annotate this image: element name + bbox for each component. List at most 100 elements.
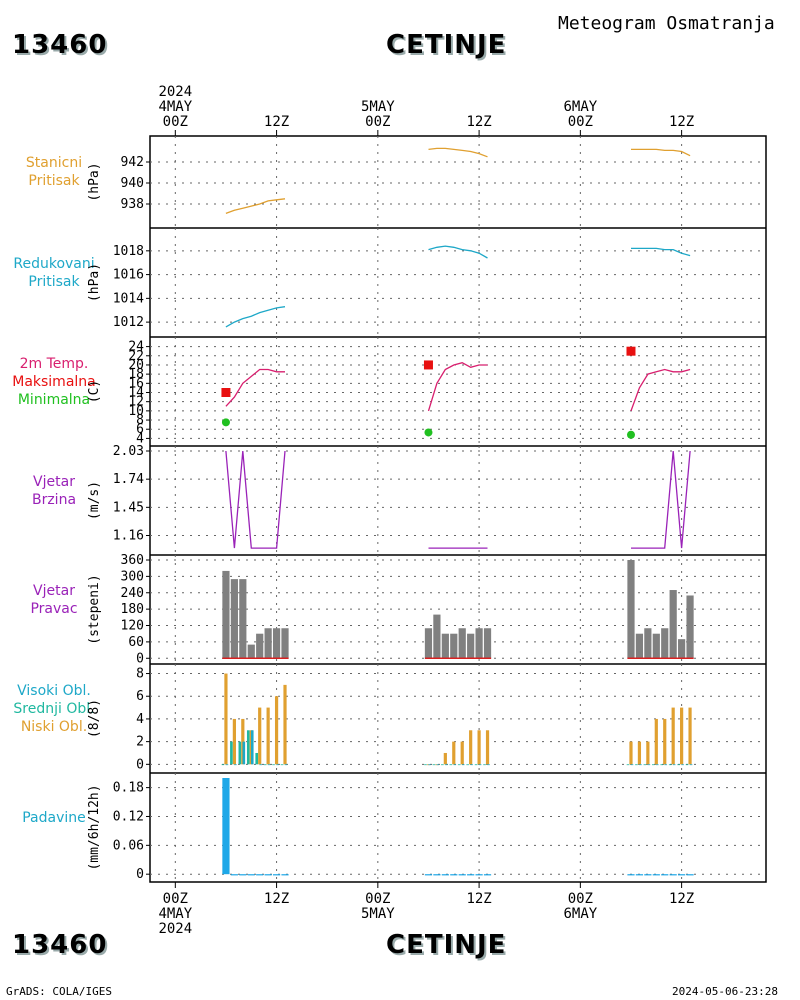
bar-wdir bbox=[678, 639, 686, 659]
top-time-label: 12Z bbox=[466, 114, 491, 130]
cloud-bar-niski-obl bbox=[232, 718, 236, 765]
panel-label-slp: Redukovani Pritisak bbox=[0, 255, 108, 291]
panel-label-line: Pritisak bbox=[28, 173, 80, 189]
bar-precip bbox=[661, 874, 669, 876]
panel-unit-label: (8/8) bbox=[87, 699, 102, 738]
y-tick-label: 6 bbox=[136, 422, 144, 437]
bar-precip bbox=[627, 874, 635, 876]
panel-label-line: Srednji Obl. bbox=[13, 700, 95, 717]
series-line-pressure bbox=[631, 148, 691, 157]
panel-unit-label: (m/s) bbox=[87, 481, 102, 520]
top-time-label: 00Z bbox=[163, 114, 188, 130]
bar-precip bbox=[281, 874, 289, 876]
series-line-temp bbox=[630, 368, 691, 412]
bar-wdir bbox=[230, 579, 238, 659]
bar-precip bbox=[272, 874, 281, 876]
cloud-bar-srednji-obl bbox=[272, 764, 275, 766]
bar-wdir bbox=[239, 579, 247, 659]
y-tick-label: 1.74 bbox=[113, 472, 144, 487]
bar-precip bbox=[424, 874, 433, 876]
cloud-bar-niski-obl bbox=[283, 684, 287, 765]
cloud-bar-srednji-obl bbox=[280, 764, 284, 766]
panel-label-line: Pritisak bbox=[28, 273, 80, 290]
cloud-bar-niski-obl bbox=[646, 741, 650, 765]
bar-precip bbox=[264, 874, 272, 876]
series-line-wspd bbox=[225, 450, 286, 549]
y-tick-label: 12 bbox=[128, 395, 144, 410]
cloud-bar-niski-obl bbox=[469, 730, 473, 765]
cloud-bar-visoki-obl bbox=[453, 764, 457, 766]
cloud-bar-visoki-obl bbox=[445, 764, 448, 766]
cloud-bar-srednji-obl bbox=[643, 764, 647, 766]
bar-wdir bbox=[635, 633, 644, 659]
y-tick-label: 1014 bbox=[113, 291, 144, 306]
panel-label-line: 2m Temp. bbox=[19, 355, 89, 372]
bar-wdir bbox=[467, 633, 475, 659]
bottom-time-label: 2024 bbox=[158, 921, 192, 937]
y-tick-label: 940 bbox=[121, 176, 144, 191]
bar-wdir bbox=[247, 644, 255, 659]
y-tick-label: 4 bbox=[136, 431, 144, 446]
bar-precip bbox=[467, 874, 475, 876]
bar-wdir bbox=[272, 628, 281, 659]
cloud-bar-srednji-obl bbox=[677, 764, 680, 766]
cloud-bar-niski-obl bbox=[258, 707, 262, 765]
panel-unit-label: (C) bbox=[87, 380, 102, 403]
footer-credit: GrADS: COLA/IGES bbox=[6, 985, 112, 998]
y-tick-label: 0 bbox=[136, 757, 144, 772]
cloud-bar-srednji-obl bbox=[255, 752, 258, 765]
bar-precip bbox=[239, 874, 247, 876]
y-tick-label: 120 bbox=[121, 619, 144, 634]
panel-label-line: Stanicni bbox=[25, 155, 83, 171]
bottom-time-label: 12Z bbox=[264, 891, 289, 907]
y-tick-label: 4 bbox=[136, 712, 144, 727]
bottom-time-label: 4MAY bbox=[158, 906, 192, 922]
bar-wdir bbox=[424, 628, 433, 659]
cloud-bar-srednji-obl bbox=[652, 764, 655, 766]
top-time-label: 2024 bbox=[158, 84, 192, 100]
y-tick-label: 0 bbox=[136, 867, 144, 882]
cloud-bar-niski-obl bbox=[688, 707, 692, 765]
y-tick-label: 0.06 bbox=[113, 838, 144, 853]
top-time-label: 6MAY bbox=[563, 99, 597, 115]
cloud-bar-visoki-obl bbox=[681, 764, 684, 766]
series-line-slp bbox=[225, 306, 286, 328]
bar-wdir bbox=[652, 633, 660, 659]
cloud-bar-srednji-obl bbox=[635, 764, 638, 766]
y-tick-label: 24 bbox=[128, 340, 144, 355]
series-line-pressure bbox=[428, 147, 488, 158]
cloud-bar-visoki-obl bbox=[267, 764, 271, 766]
bar-wdir bbox=[222, 570, 230, 659]
y-tick-label: 20 bbox=[128, 358, 144, 373]
cloud-bar-niski-obl bbox=[485, 730, 490, 765]
y-tick-label: 10 bbox=[128, 404, 144, 419]
max-temp-marker bbox=[626, 346, 636, 356]
bar-precip bbox=[256, 874, 264, 876]
y-tick-label: 240 bbox=[121, 586, 144, 601]
cloud-bar-srednji-obl bbox=[449, 764, 453, 766]
y-tick-label: 8 bbox=[136, 667, 144, 682]
cloud-bar-niski-obl bbox=[274, 696, 279, 765]
series-line-wspd bbox=[631, 450, 691, 549]
cloud-bar-niski-obl bbox=[671, 707, 675, 765]
y-tick-label: 0.18 bbox=[113, 781, 144, 796]
y-tick-label: 18 bbox=[128, 367, 144, 382]
cloud-bar-srednji-obl bbox=[432, 764, 436, 766]
cloud-bar-visoki-obl bbox=[276, 764, 279, 766]
min-temp-marker bbox=[221, 418, 230, 427]
top-time-label: 4MAY bbox=[158, 99, 192, 115]
panel-unit-label: (hPa) bbox=[87, 263, 102, 302]
panel-unit-label: (stepeni) bbox=[87, 574, 102, 644]
y-tick-label: 1018 bbox=[113, 244, 144, 259]
bar-wdir bbox=[686, 595, 694, 659]
cloud-bar-niski-obl bbox=[637, 741, 642, 765]
cloud-bar-niski-obl bbox=[654, 718, 658, 765]
cloud-bar-srednji-obl bbox=[230, 741, 233, 765]
cloud-bar-niski-obl bbox=[477, 730, 481, 765]
panel-label-line: Vjetar bbox=[33, 582, 75, 599]
panel-label-line: Niski Obl. bbox=[20, 718, 88, 735]
series-line-temp bbox=[427, 362, 488, 412]
cloud-bar-visoki-obl bbox=[487, 764, 490, 766]
cloud-bar-visoki-obl bbox=[250, 730, 254, 765]
cloud-bar-srednji-obl bbox=[466, 764, 469, 766]
